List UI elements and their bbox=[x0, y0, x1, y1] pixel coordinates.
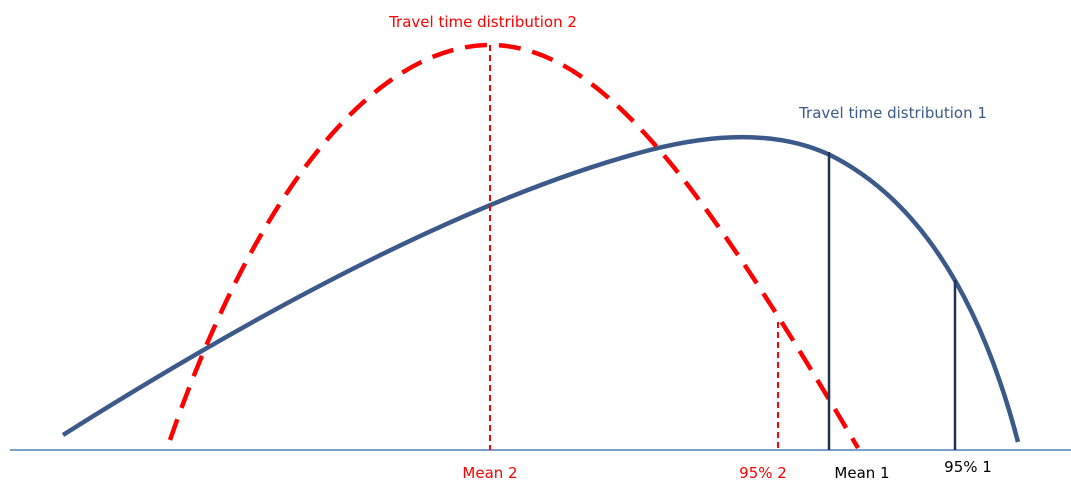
marker-label: Mean 2 bbox=[462, 464, 517, 482]
distribution-1-curve bbox=[61, 134, 1021, 443]
curve-label: Travel time distribution 2 bbox=[388, 13, 577, 31]
marker-label: 95% 2 bbox=[739, 464, 787, 482]
marker-label: 95% 1 bbox=[944, 458, 992, 476]
marker-label: Mean 1 bbox=[834, 464, 889, 482]
distribution-2-curve bbox=[167, 42, 860, 450]
curve-label: Travel time distribution 1 bbox=[798, 104, 987, 122]
